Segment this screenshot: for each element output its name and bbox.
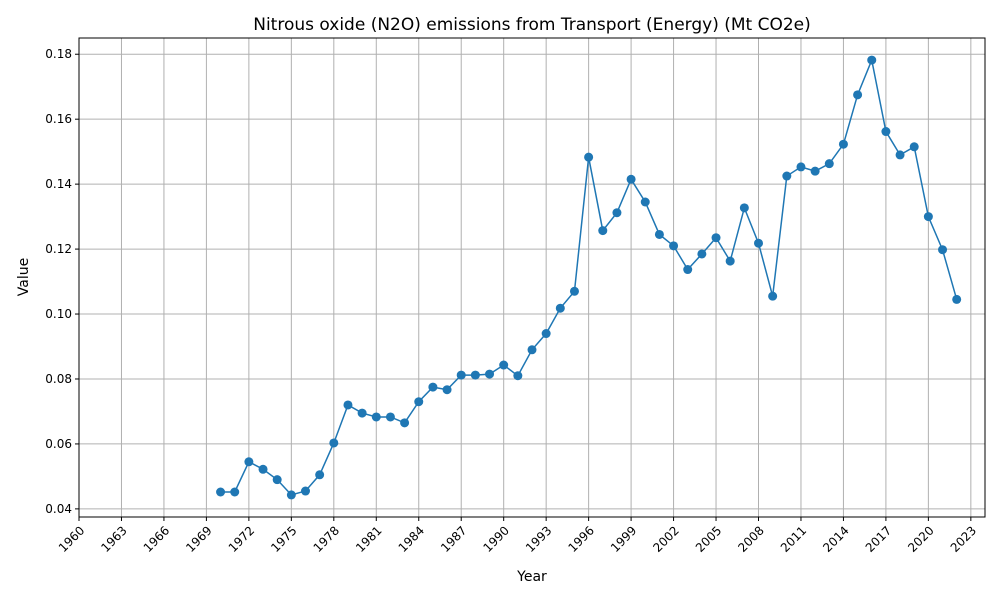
data-point	[527, 345, 537, 355]
data-point	[768, 291, 778, 301]
y-tick-label: 0.06	[45, 437, 72, 451]
y-tick-label: 0.04	[45, 502, 72, 516]
data-point	[485, 369, 495, 379]
y-axis: 0.04 0.06 0.08 0.10 0.12 0.14 0.16 0.18	[45, 47, 79, 516]
data-point	[739, 203, 749, 213]
data-point	[258, 464, 268, 474]
data-point	[654, 229, 664, 239]
data-point	[853, 90, 863, 100]
data-point	[923, 212, 933, 222]
data-point	[584, 152, 594, 162]
data-point	[697, 249, 707, 259]
data-point	[442, 385, 452, 395]
x-axis-label: Year	[516, 569, 547, 585]
data-point	[754, 238, 763, 248]
y-tick-label: 0.08	[45, 372, 72, 386]
data-point	[598, 226, 608, 236]
y-tick-label: 0.14	[45, 177, 72, 191]
chart-title: Nitrous oxide (N2O) emissions from Trans…	[253, 15, 811, 35]
y-tick-label: 0.16	[45, 112, 72, 126]
data-point	[357, 408, 367, 418]
data-point	[824, 159, 834, 169]
data-point	[216, 487, 226, 497]
data-point	[541, 329, 551, 339]
data-point	[782, 171, 792, 181]
data-point	[810, 166, 820, 176]
data-point	[938, 245, 948, 255]
y-axis-label: Value	[16, 258, 32, 296]
data-point	[428, 382, 438, 392]
data-point	[329, 438, 339, 448]
data-point	[626, 174, 636, 184]
data-point	[612, 208, 622, 218]
data-point	[838, 139, 848, 149]
data-point	[881, 127, 891, 137]
data-point	[286, 490, 296, 500]
data-point	[640, 197, 650, 207]
grid	[78, 38, 985, 517]
series-layer	[216, 55, 962, 500]
data-point	[400, 418, 410, 428]
data-point	[725, 256, 735, 266]
data-point	[385, 412, 395, 422]
data-point	[555, 303, 565, 313]
data-point	[895, 150, 905, 160]
data-point	[711, 233, 721, 243]
data-point	[272, 475, 282, 485]
data-point	[456, 370, 466, 380]
data-point	[343, 400, 353, 410]
data-point	[414, 397, 424, 407]
data-point	[683, 265, 693, 275]
data-point	[513, 371, 523, 381]
data-point	[796, 162, 806, 172]
data-point	[669, 241, 679, 251]
data-point	[909, 142, 919, 152]
y-tick-label: 0.12	[45, 242, 72, 256]
data-point	[569, 286, 579, 296]
y-tick-label: 0.10	[45, 307, 72, 321]
data-point	[470, 370, 480, 380]
data-point	[315, 470, 325, 480]
plot-frame	[78, 37, 986, 518]
data-point	[952, 294, 962, 304]
data-point	[230, 487, 240, 497]
data-point	[867, 55, 877, 65]
y-tick-label: 0.18	[45, 47, 72, 61]
data-point	[499, 360, 509, 370]
data-point	[371, 412, 381, 422]
data-point	[244, 457, 254, 467]
data-point	[301, 486, 310, 496]
